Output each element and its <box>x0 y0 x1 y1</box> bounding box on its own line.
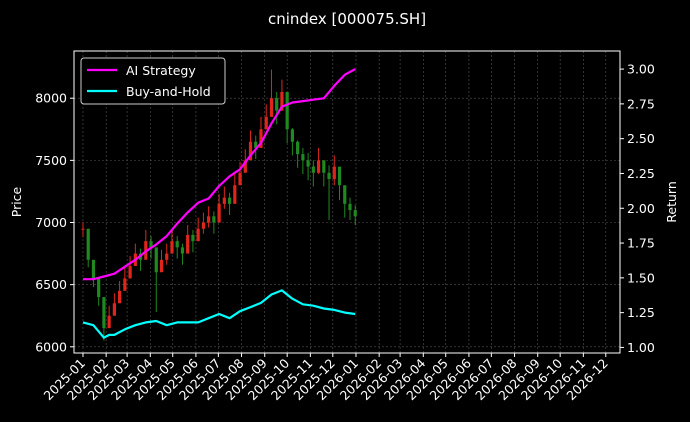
y2-tick-label: 3.00 <box>627 62 655 77</box>
candle-body <box>285 92 289 130</box>
candle-body <box>343 185 347 204</box>
candle-body <box>332 166 336 180</box>
candle-body <box>165 253 169 260</box>
y2-tick-label: 1.00 <box>627 340 655 355</box>
candle-body <box>296 141 300 155</box>
strategy-lines <box>82 68 356 339</box>
candle-body <box>196 228 200 242</box>
candle-body <box>275 98 279 111</box>
x-axis: 2025-012025-022025-032025-042025-052025-… <box>41 353 611 403</box>
candle-body <box>316 160 321 173</box>
y-tick-label: 6500 <box>35 277 67 292</box>
candle-body <box>306 160 310 167</box>
y-tick-label: 6000 <box>35 339 67 354</box>
candle-body <box>290 129 294 142</box>
candle-body <box>186 234 190 254</box>
candle-body <box>311 166 315 173</box>
grid <box>74 51 620 353</box>
y2-axis-label: Return <box>664 181 679 222</box>
y-axis-right: 1.00 1.25 1.50 1.75 2.00 2.25 2.50 2.75 3.00 <box>620 62 655 355</box>
y-tick-label: 8000 <box>35 91 67 106</box>
candle-body <box>301 154 305 161</box>
candle-body <box>254 141 258 148</box>
candle-body <box>97 278 101 298</box>
y-tick-label: 7000 <box>35 215 67 230</box>
price-candles <box>81 69 357 341</box>
y2-tick-label: 2.25 <box>627 166 655 181</box>
candle-body <box>269 98 274 117</box>
y2-tick-label: 1.50 <box>627 270 655 285</box>
y2-tick-label: 1.25 <box>627 305 655 320</box>
candle-body <box>353 210 357 217</box>
candle-body <box>212 216 216 223</box>
candle-body <box>217 203 221 223</box>
legend-label-buy-and-hold: Buy-and-Hold <box>126 84 211 99</box>
candle-body <box>264 116 268 130</box>
candle-body <box>243 160 247 173</box>
y-axis-left: 6000 6500 7000 7500 8000 <box>35 91 74 354</box>
candle-body <box>91 259 96 279</box>
y2-tick-label: 2.75 <box>627 96 655 111</box>
candle-body <box>238 172 242 186</box>
candle-body <box>201 222 205 229</box>
chart-title: cnindex [000075.SH] <box>268 10 426 28</box>
candle-body <box>248 141 253 161</box>
candle-body <box>175 241 179 248</box>
candle-body <box>337 166 342 186</box>
legend: AI Strategy Buy-and-Hold <box>80 57 226 105</box>
y2-tick-label: 2.50 <box>627 131 655 146</box>
line-buy-and-hold <box>82 289 356 339</box>
candle-body <box>327 172 331 180</box>
candle-body <box>227 197 232 204</box>
y2-tick-label: 2.00 <box>627 201 655 216</box>
candle-body <box>233 185 237 204</box>
candle-body <box>348 203 352 211</box>
candle-body <box>81 228 85 230</box>
candle-body <box>128 266 132 279</box>
plot-frame <box>73 50 621 354</box>
candle-body <box>159 259 164 273</box>
candle-body <box>322 160 326 173</box>
candle-body <box>191 234 195 242</box>
candle-body <box>107 315 111 329</box>
y-tick-label: 7500 <box>35 153 67 168</box>
y-axis-label: Price <box>9 186 24 217</box>
candle-body <box>170 241 174 254</box>
y2-tick-label: 1.75 <box>627 236 655 251</box>
line-ai-strategy <box>83 68 356 281</box>
candle-body <box>207 216 211 223</box>
candle-body <box>280 92 284 111</box>
candle-body <box>86 228 90 260</box>
legend-label-ai-strategy: AI Strategy <box>126 63 196 78</box>
candle-body <box>149 241 153 248</box>
candle-body <box>259 129 263 148</box>
candle-body <box>118 290 122 304</box>
candle-body <box>102 297 106 329</box>
candle-body <box>222 197 226 204</box>
candle-body <box>112 303 116 316</box>
candle-body <box>180 247 185 254</box>
candle-body <box>154 247 158 273</box>
candle-body <box>123 278 127 291</box>
